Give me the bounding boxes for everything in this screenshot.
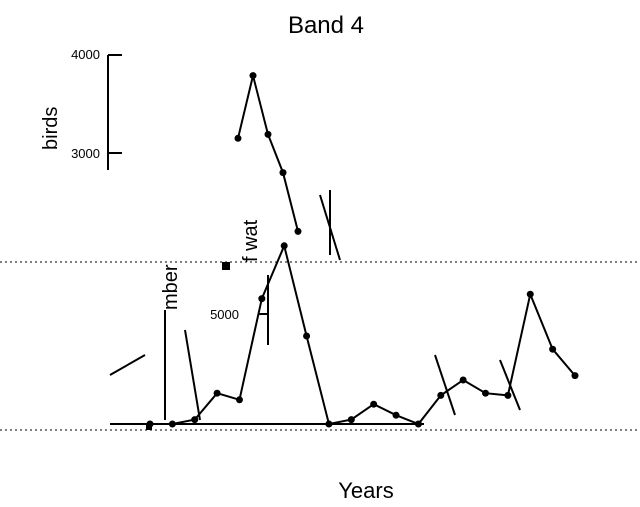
upper-y-axis: 4000 3000 birds: [40, 47, 122, 170]
series-2-point-3: [191, 416, 199, 424]
series-2-point-19: [549, 345, 557, 353]
series-1-line: [237, 75, 299, 232]
series-2-point-17: [504, 391, 512, 399]
lower-y-label-fragment-1: mber: [160, 264, 182, 310]
lower-y-label-fragment-2: f wat: [240, 219, 262, 262]
series-1-point-2: [249, 72, 257, 80]
series-2-point-13: [414, 420, 422, 428]
series-2-point-1: [146, 420, 154, 428]
series-2-point-7: [280, 242, 288, 250]
series-2-point-5: [235, 396, 243, 404]
x-axis-label: Years: [338, 478, 393, 503]
series-1-point-1: [234, 134, 242, 142]
glitch-marker: [222, 262, 230, 270]
lower-y-axis: 5000 mber f wat: [160, 219, 269, 345]
series-2-point-18: [526, 290, 534, 298]
series-2-point-2: [168, 420, 176, 428]
series-1-point-3: [264, 130, 272, 138]
series-2-point-12: [392, 411, 400, 419]
series-2-point-20: [571, 372, 579, 380]
upper-y-label: birds: [40, 107, 62, 150]
series-2-point-6: [258, 295, 266, 303]
series-1-point-4: [279, 169, 287, 177]
upper-tick-label-4000: 4000: [71, 47, 100, 62]
series-2-point-14: [437, 391, 445, 399]
series-2-point-9: [325, 420, 333, 428]
series-2-point-15: [459, 376, 467, 384]
x-axis: Years: [0, 261, 640, 503]
upper-tick-label-3000: 3000: [71, 146, 100, 161]
series-2-point-8: [303, 332, 311, 340]
lower-tick-label-5000: 5000: [210, 307, 239, 322]
series-2-point-16: [482, 389, 490, 397]
series-2-point-10: [347, 416, 355, 424]
series-layer: [146, 72, 579, 428]
series-1-point-5: [294, 227, 302, 235]
series-2-point-11: [370, 400, 378, 408]
series-2-line: [150, 242, 576, 426]
chart-title: Band 4: [288, 12, 364, 39]
series-2-point-4: [213, 389, 221, 397]
